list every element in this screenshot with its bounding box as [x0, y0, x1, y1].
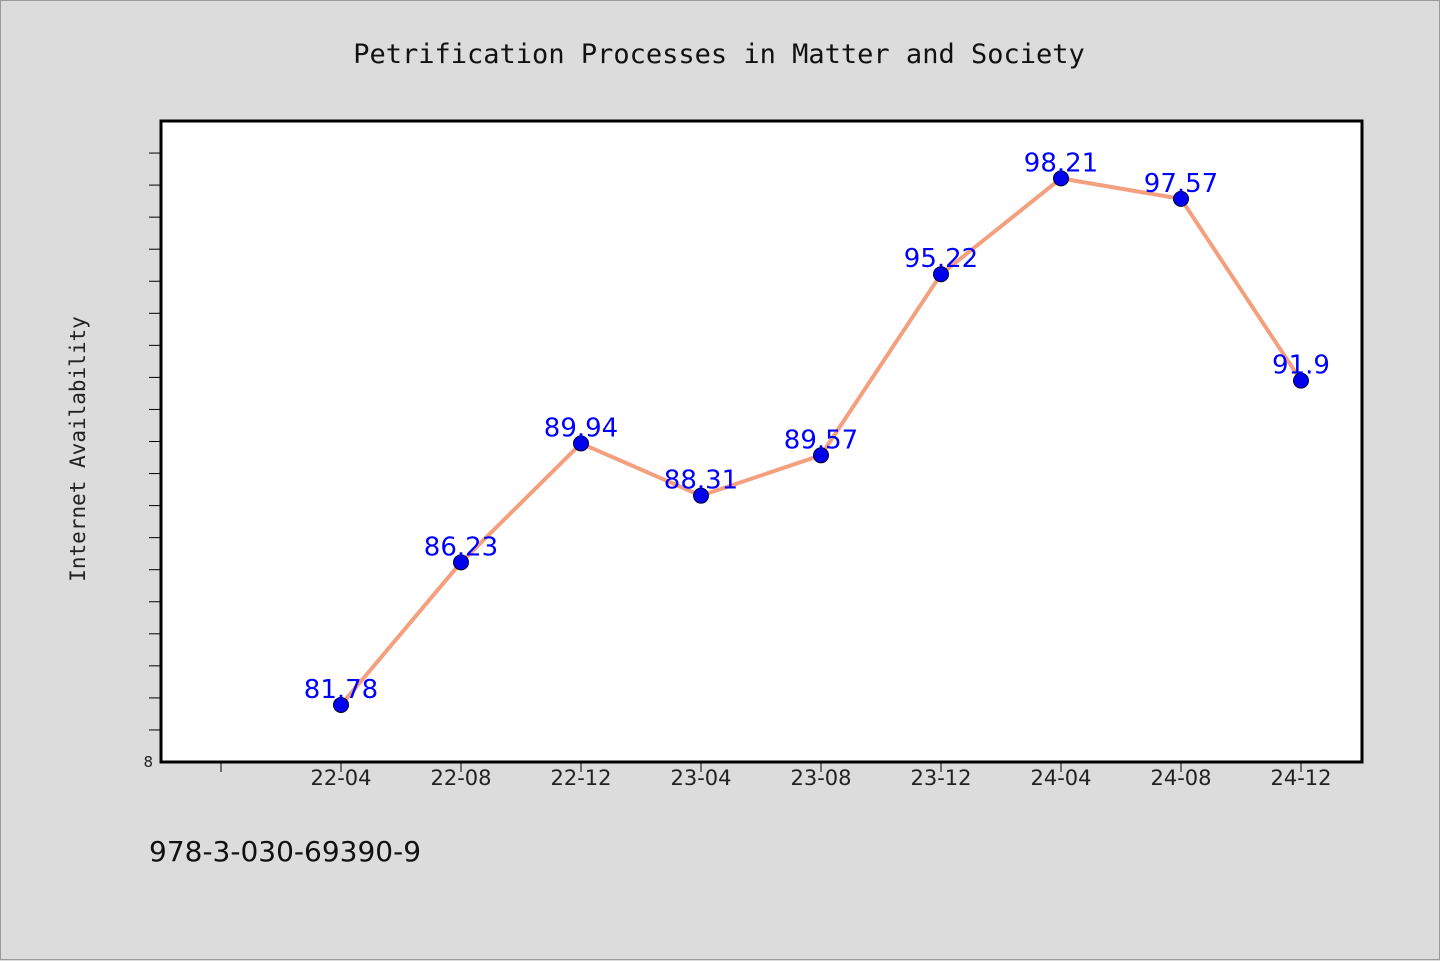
data-label: 98.21: [1024, 148, 1098, 178]
data-point: [693, 487, 709, 504]
y-axis-ticks: [149, 152, 161, 731]
data-point: [1053, 170, 1069, 187]
x-tick-label: 23-04: [670, 766, 731, 790]
data-label: 88.31: [664, 466, 738, 496]
series-markers: [333, 170, 1309, 713]
data-point: [573, 435, 589, 452]
data-label: 95.22: [904, 244, 978, 274]
x-axis-tick-labels: 22-04 22-08 22-12 23-04 23-08 23-12 24-04 24-08…: [310, 766, 1331, 790]
data-point: [1173, 190, 1189, 207]
data-point: [1293, 372, 1309, 389]
data-label: 89.94: [544, 413, 618, 443]
data-label: 97.57: [1144, 169, 1218, 199]
data-point: [333, 696, 349, 713]
data-label: 91.9: [1272, 351, 1330, 381]
data-point: [933, 266, 949, 283]
x-tick-label: 22-08: [430, 766, 491, 790]
x-tick-label: 23-12: [910, 766, 971, 790]
x-tick-label: 22-04: [310, 766, 371, 790]
data-label: 89.57: [784, 425, 858, 455]
data-point: [453, 554, 469, 571]
y-axis-label: Internet Availability: [66, 316, 90, 582]
plot-area: [159, 119, 1364, 764]
data-label: 86.23: [424, 532, 498, 562]
x-tick-label: 24-04: [1030, 766, 1091, 790]
x-tick-label: 24-12: [1270, 766, 1331, 790]
chart-title: Petrification Processes in Matter and So…: [353, 39, 1085, 70]
x-tick-label: 24-08: [1150, 766, 1211, 790]
x-tick-label: 22-12: [550, 766, 611, 790]
footer-code: 978-3-030-69390-9: [149, 835, 422, 868]
x-tick-label: 23-08: [790, 766, 851, 790]
y-tick-label: 8: [143, 753, 153, 771]
data-labels: 81.78 86.23 89.94 88.31 89.57 95.22 98.21 97.57…: [304, 148, 1330, 705]
data-label: 81.78: [304, 675, 378, 705]
data-point: [813, 447, 829, 464]
x-axis-ticks: [220, 762, 1302, 772]
